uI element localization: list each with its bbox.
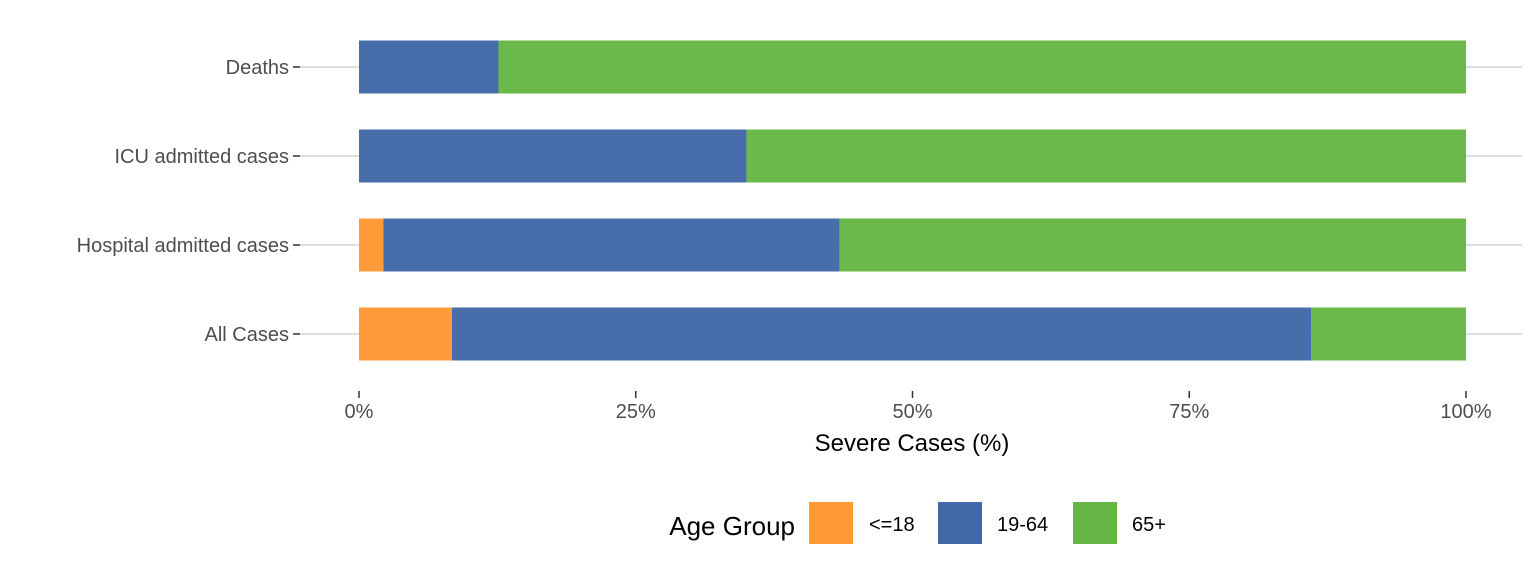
bar-segment: [839, 218, 1466, 272]
legend: Age Group <=18 19-64 65+: [669, 502, 1166, 544]
y-tick-label: All Cases: [205, 324, 289, 346]
bar-segment: [359, 40, 499, 94]
bar-segment: [359, 218, 384, 272]
x-tick-label: 50%: [892, 401, 932, 423]
legend-label: <=18: [869, 514, 915, 536]
x-tick-label: 100%: [1440, 401, 1491, 423]
x-tick-label: 0%: [345, 401, 374, 423]
bars: [359, 40, 1466, 361]
x-axis: 0% 25% 50% 75% 100%: [345, 391, 1492, 423]
legend-key: [1073, 502, 1117, 544]
y-tick-label: ICU admitted cases: [114, 146, 289, 168]
gridlines: [300, 66, 1522, 335]
bar-segment: [1311, 307, 1466, 361]
bar-segment: [383, 218, 840, 272]
y-tick-label: Deaths: [226, 57, 289, 79]
legend-label: 19-64: [997, 514, 1048, 536]
legend-label: 65+: [1132, 514, 1166, 536]
x-tick-label: 75%: [1169, 401, 1209, 423]
bar-segment: [359, 129, 747, 183]
bar-segment: [359, 307, 452, 361]
legend-key: [809, 502, 853, 544]
legend-key: [938, 502, 982, 544]
bar-segment: [746, 129, 1466, 183]
legend-title: Age Group: [669, 511, 795, 541]
bar-segment: [451, 307, 1312, 361]
y-tick-label: Hospital admitted cases: [77, 235, 289, 257]
x-tick-label: 25%: [616, 401, 656, 423]
x-axis-title: Severe Cases (%): [815, 430, 1010, 457]
bar-segment: [498, 40, 1466, 94]
y-axis: Deaths ICU admitted cases Hospital admitte…: [77, 57, 300, 346]
